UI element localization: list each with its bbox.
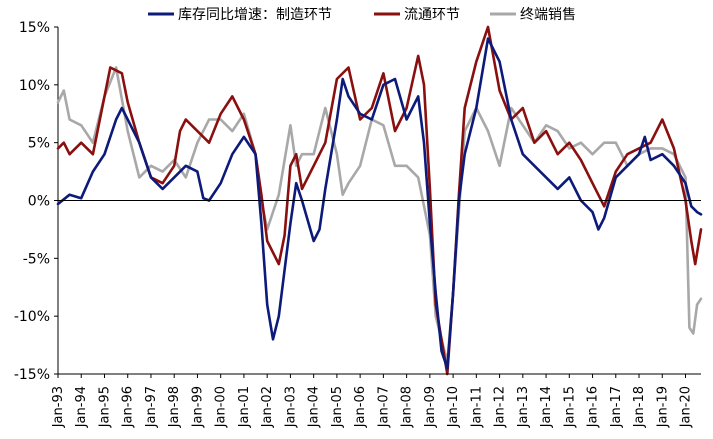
x-tick-label: Jan-16 bbox=[586, 386, 601, 428]
x-tick-label: Jan-11 bbox=[469, 386, 484, 428]
x-tick-label: Jan-99 bbox=[190, 386, 205, 428]
x-tick-label: Jan-10 bbox=[446, 386, 461, 428]
x-tick-label: Jan-94 bbox=[74, 386, 89, 428]
x-tick-label: Jan-20 bbox=[679, 386, 694, 428]
x-tick-label: Jan-19 bbox=[655, 386, 670, 428]
x-tick-label: Jan-96 bbox=[121, 386, 136, 428]
x-tick-label: Jan-04 bbox=[307, 386, 322, 428]
x-tick-label: Jan-18 bbox=[632, 386, 647, 428]
x-tick-label: Jan-17 bbox=[609, 386, 624, 428]
y-tick-label: 15% bbox=[19, 20, 50, 36]
x-tick-label: Jan-08 bbox=[400, 386, 415, 428]
series-line-1 bbox=[56, 37, 703, 370]
x-tick-label: Jan-98 bbox=[167, 386, 182, 428]
x-tick-label: Jan-09 bbox=[423, 386, 438, 428]
series-layer bbox=[56, 25, 703, 376]
x-tick-label: Jan-01 bbox=[237, 386, 252, 428]
legend-label: 库存同比增速：制造环节 bbox=[178, 7, 332, 23]
y-tick-label: -10% bbox=[14, 309, 50, 325]
legend-label: 终端销售 bbox=[520, 7, 576, 23]
series-line-3 bbox=[56, 66, 703, 364]
x-tick-label: Jan-12 bbox=[493, 386, 508, 428]
x-tick-label: Jan-05 bbox=[330, 386, 345, 428]
x-tick-label: Jan-00 bbox=[214, 386, 229, 428]
series-line-2 bbox=[56, 25, 703, 376]
x-tick-label: Jan-02 bbox=[260, 386, 275, 428]
y-tick-label: -15% bbox=[14, 367, 50, 383]
legend-label: 流通环节 bbox=[404, 7, 460, 23]
chart-legend: 库存同比增速：制造环节 流通环节 终端销售 bbox=[148, 7, 576, 23]
x-tick-label: Jan-15 bbox=[562, 386, 577, 428]
x-tick-label: Jan-14 bbox=[539, 386, 554, 428]
x-tick-label: Jan-06 bbox=[353, 386, 368, 428]
y-tick-label: 0% bbox=[28, 194, 50, 210]
x-axis: Jan-93 Jan-94 Jan-95 Jan-96 Jan-97 Jan-98 Jan-… bbox=[51, 374, 694, 428]
y-tick-label: -5% bbox=[23, 251, 50, 267]
y-tick-label: 10% bbox=[19, 78, 50, 94]
x-tick-label: Jan-95 bbox=[97, 386, 112, 428]
x-tick-label: Jan-13 bbox=[516, 386, 531, 428]
y-axis: -15% -10% -5% 0% 5% 10% 15% bbox=[14, 20, 59, 383]
x-tick-label: Jan-97 bbox=[144, 386, 159, 428]
y-tick-label: 5% bbox=[28, 136, 50, 152]
x-tick-label: Jan-07 bbox=[376, 386, 391, 428]
x-tick-label: Jan-93 bbox=[51, 386, 66, 428]
x-tick-label: Jan-03 bbox=[283, 386, 298, 428]
